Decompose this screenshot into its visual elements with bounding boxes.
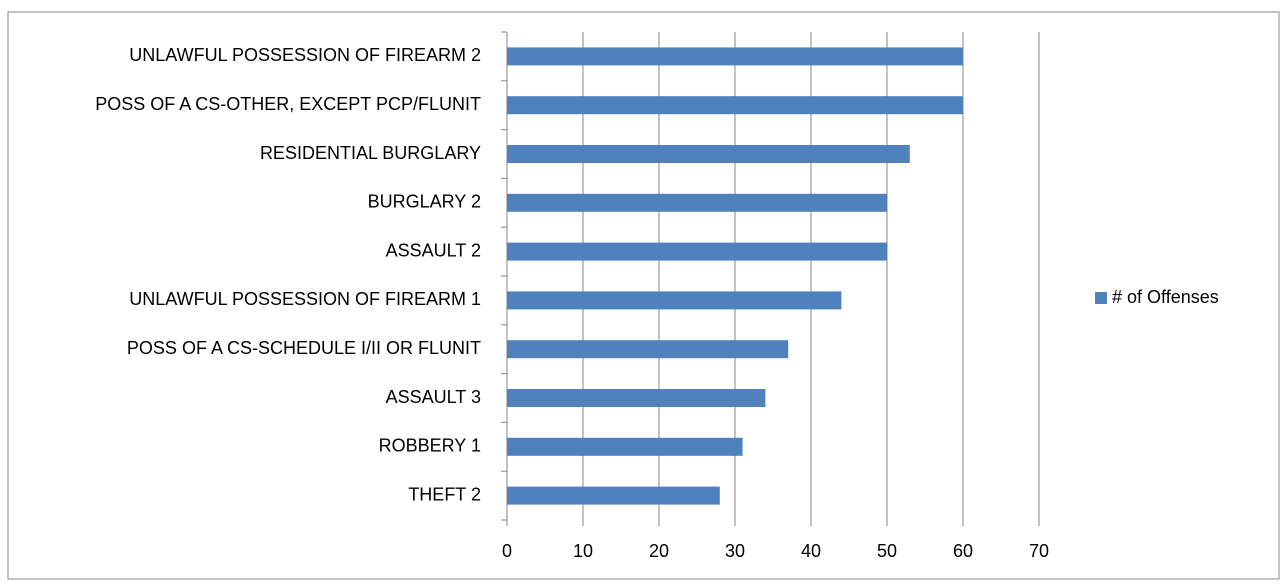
y-tick-label: BURGLARY 2 bbox=[368, 192, 481, 212]
y-tick-label: ROBBERY 1 bbox=[379, 436, 481, 456]
x-tick-label: 70 bbox=[1029, 541, 1049, 561]
x-tick-label: 40 bbox=[801, 541, 821, 561]
bar bbox=[507, 145, 910, 163]
x-tick-label: 60 bbox=[953, 541, 973, 561]
bar bbox=[507, 389, 766, 407]
legend-label: # of Offenses bbox=[1112, 287, 1219, 307]
y-tick-label: UNLAWFUL POSSESSION OF FIREARM 2 bbox=[129, 45, 481, 65]
x-tick-label: 10 bbox=[573, 541, 593, 561]
bar bbox=[507, 47, 963, 66]
x-tick-label: 30 bbox=[725, 541, 745, 561]
bar bbox=[507, 291, 842, 310]
bar bbox=[507, 193, 887, 212]
bar bbox=[507, 486, 720, 505]
bar bbox=[507, 437, 743, 456]
y-tick-label: POSS OF A CS-SCHEDULE I/II OR FLUNIT bbox=[127, 338, 481, 358]
legend-swatch bbox=[1095, 292, 1107, 304]
bar bbox=[507, 242, 887, 261]
y-tick-label: RESIDENTIAL BURGLARY bbox=[260, 143, 481, 163]
y-tick-label: UNLAWFUL POSSESSION OF FIREARM 1 bbox=[129, 289, 481, 309]
y-tick-label: ASSAULT 3 bbox=[386, 387, 481, 407]
y-tick-label: ASSAULT 2 bbox=[386, 240, 481, 260]
bar bbox=[507, 340, 789, 359]
x-tick-label: 50 bbox=[877, 541, 897, 561]
bar bbox=[507, 96, 963, 115]
y-tick-label: POSS OF A CS-OTHER, EXCEPT PCP/FLUNIT bbox=[95, 94, 481, 114]
x-tick-label: 20 bbox=[649, 541, 669, 561]
x-tick-label: 0 bbox=[502, 541, 512, 561]
y-tick-label: THEFT 2 bbox=[408, 484, 481, 504]
